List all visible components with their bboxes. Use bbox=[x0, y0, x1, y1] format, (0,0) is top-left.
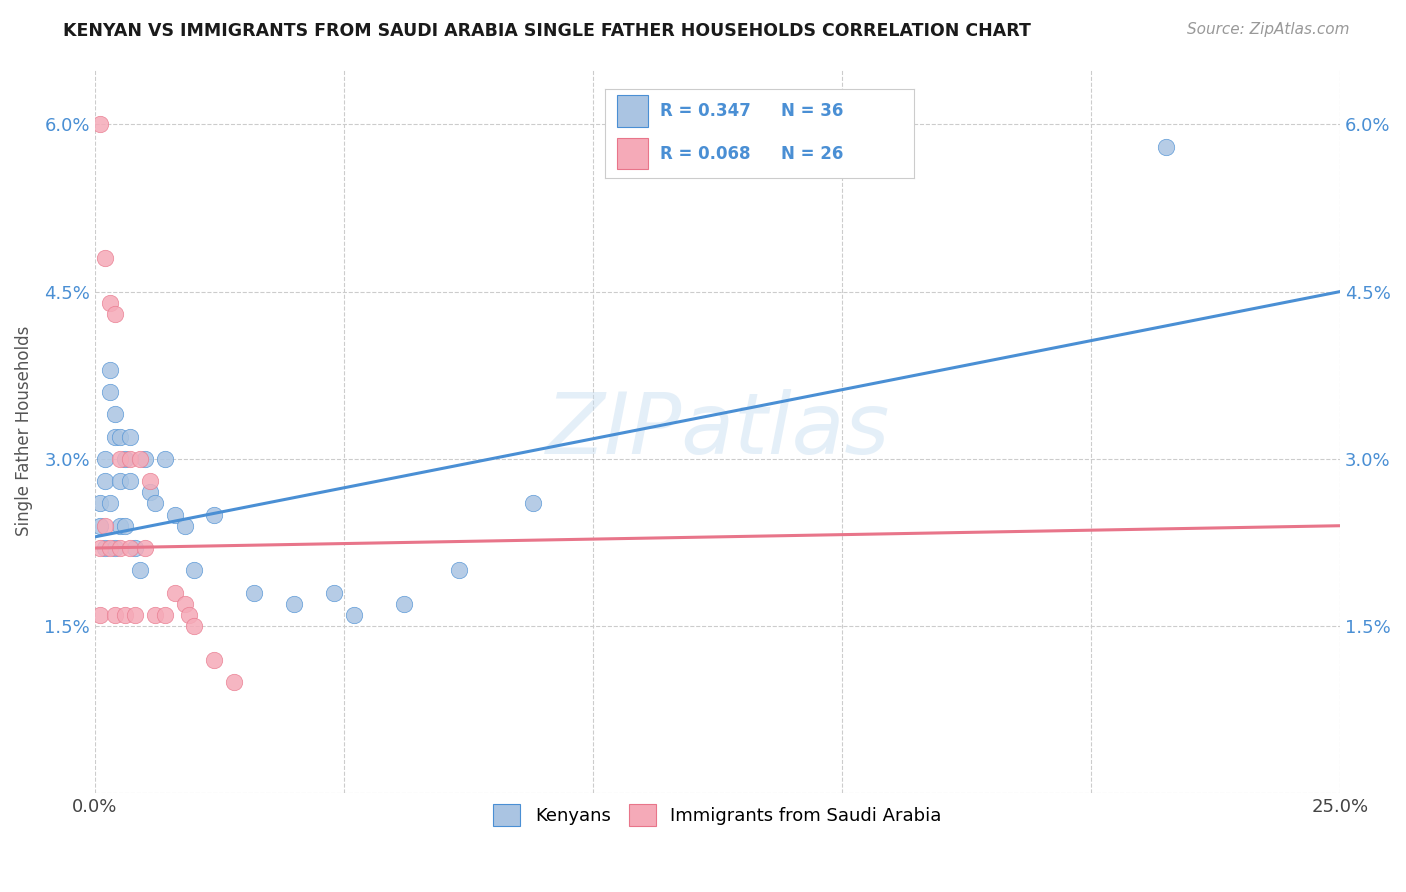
Point bbox=[104, 407, 127, 421]
Point bbox=[1154, 139, 1177, 153]
Point bbox=[163, 508, 186, 522]
Point bbox=[124, 541, 146, 555]
Point bbox=[118, 474, 141, 488]
Point bbox=[98, 496, 121, 510]
Point bbox=[94, 541, 117, 555]
Text: N = 36: N = 36 bbox=[780, 102, 844, 120]
Point bbox=[447, 563, 470, 577]
Point bbox=[243, 585, 266, 599]
Point bbox=[323, 585, 346, 599]
Point bbox=[128, 563, 150, 577]
Point bbox=[134, 451, 156, 466]
Point bbox=[522, 496, 544, 510]
Point bbox=[108, 474, 131, 488]
Point bbox=[134, 541, 156, 555]
Point bbox=[114, 518, 136, 533]
Point bbox=[118, 451, 141, 466]
Point bbox=[153, 451, 176, 466]
Point bbox=[104, 429, 127, 443]
Point bbox=[183, 563, 205, 577]
Point bbox=[104, 607, 127, 622]
Point bbox=[89, 496, 111, 510]
Bar bbox=[617, 95, 648, 127]
Point bbox=[283, 597, 305, 611]
Point bbox=[108, 429, 131, 443]
Point bbox=[94, 451, 117, 466]
Point bbox=[202, 508, 225, 522]
Point bbox=[114, 607, 136, 622]
Point bbox=[98, 541, 121, 555]
Point bbox=[89, 518, 111, 533]
Point bbox=[173, 518, 195, 533]
Point bbox=[128, 451, 150, 466]
Point bbox=[108, 518, 131, 533]
Text: N = 26: N = 26 bbox=[780, 145, 844, 163]
Point bbox=[94, 251, 117, 265]
Point bbox=[94, 518, 117, 533]
Point bbox=[183, 619, 205, 633]
Point bbox=[104, 541, 127, 555]
Y-axis label: Single Father Households: Single Father Households bbox=[15, 326, 32, 536]
Text: ZIPatlas: ZIPatlas bbox=[546, 390, 890, 473]
Text: R = 0.068: R = 0.068 bbox=[661, 145, 751, 163]
Point bbox=[98, 295, 121, 310]
Point bbox=[108, 451, 131, 466]
Point bbox=[224, 674, 246, 689]
Point bbox=[202, 652, 225, 666]
Point bbox=[143, 496, 166, 510]
Text: R = 0.347: R = 0.347 bbox=[661, 102, 751, 120]
Point bbox=[153, 607, 176, 622]
Point bbox=[179, 607, 201, 622]
Point bbox=[98, 362, 121, 376]
Text: Source: ZipAtlas.com: Source: ZipAtlas.com bbox=[1187, 22, 1350, 37]
Point bbox=[89, 607, 111, 622]
Point bbox=[173, 597, 195, 611]
Point bbox=[138, 474, 160, 488]
Text: KENYAN VS IMMIGRANTS FROM SAUDI ARABIA SINGLE FATHER HOUSEHOLDS CORRELATION CHAR: KENYAN VS IMMIGRANTS FROM SAUDI ARABIA S… bbox=[63, 22, 1031, 40]
Point bbox=[89, 117, 111, 131]
Point bbox=[114, 451, 136, 466]
Point bbox=[118, 429, 141, 443]
Point bbox=[343, 607, 366, 622]
Point bbox=[104, 307, 127, 321]
Point bbox=[138, 485, 160, 500]
Point bbox=[143, 607, 166, 622]
Point bbox=[98, 384, 121, 399]
Legend: Kenyans, Immigrants from Saudi Arabia: Kenyans, Immigrants from Saudi Arabia bbox=[484, 795, 950, 835]
Point bbox=[108, 541, 131, 555]
Point bbox=[89, 541, 111, 555]
Point bbox=[392, 597, 415, 611]
Point bbox=[94, 474, 117, 488]
Point bbox=[118, 541, 141, 555]
Point bbox=[124, 607, 146, 622]
Bar bbox=[617, 138, 648, 169]
Point bbox=[163, 585, 186, 599]
